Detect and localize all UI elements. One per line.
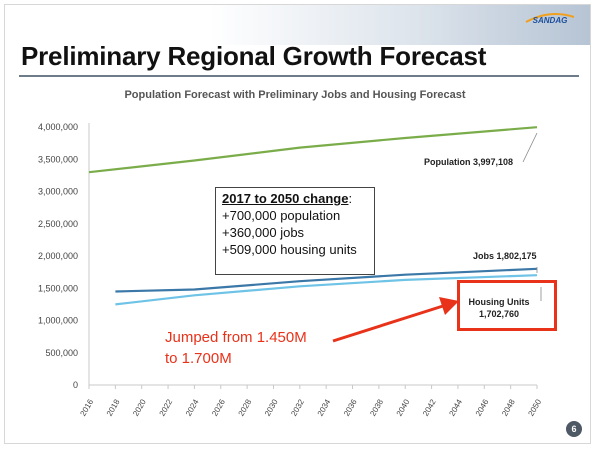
y-tick-label: 2,000,000 — [38, 251, 78, 261]
change-line-population: +700,000 population — [222, 208, 341, 223]
x-tick-label: 2018 — [105, 397, 122, 417]
series-end-value-jobs: 1,802,175 — [497, 251, 537, 261]
series-lines — [88, 126, 538, 306]
x-tick-label: 2046 — [474, 397, 491, 417]
x-tick-label: 2034 — [316, 397, 333, 417]
page-number-badge: 6 — [566, 421, 582, 437]
jump-annotation-line1: Jumped from 1.450M — [165, 329, 307, 346]
y-tick-label: 1,500,000 — [38, 283, 78, 293]
x-tick-label: 2036 — [342, 397, 359, 417]
label-leaders — [522, 132, 542, 301]
series-end-label-housing: Housing Units — [469, 297, 530, 307]
series-end-label-jobs: Jobs 1,802,175 — [473, 251, 537, 261]
y-tick-label: 3,500,000 — [38, 154, 78, 164]
series-line-housing-units — [115, 274, 538, 306]
series-end-value-housing: 1,702,760 — [479, 309, 519, 319]
x-tick-label: 2024 — [184, 397, 201, 417]
series-end-name-jobs: Jobs — [473, 251, 497, 261]
y-tick-label: 3,000,000 — [38, 187, 78, 197]
series-end-label-population: Population 3,997,108 — [424, 157, 513, 167]
y-tick-label: 1,000,000 — [38, 316, 78, 326]
x-tick-label: 2050 — [526, 397, 543, 417]
x-tick-label: 2030 — [263, 397, 280, 417]
series-line-population — [88, 126, 538, 174]
chart-title: Population Forecast with Preliminary Job… — [124, 89, 465, 101]
x-tick-label: 2044 — [447, 397, 464, 417]
jump-annotation: Jumped from 1.450M to 1.700M — [165, 327, 365, 369]
x-tick-label: 2042 — [421, 397, 438, 417]
series-end-name-population: Population — [424, 157, 473, 167]
x-tick-label: 2028 — [237, 397, 254, 417]
series-line-jobs — [115, 267, 538, 293]
x-tick-label: 2026 — [210, 397, 227, 417]
change-box-header: 2017 to 2050 change — [222, 191, 349, 206]
x-tick-label: 2022 — [158, 397, 175, 417]
jump-annotation-line2: to 1.700M — [165, 350, 232, 367]
x-tick-label: 2040 — [395, 397, 412, 417]
x-tick-label: 2038 — [368, 397, 385, 417]
y-tick-label: 500,000 — [45, 348, 78, 358]
x-tick-label: 2016 — [78, 397, 95, 417]
slide: SANDAG Preliminary Regional Growth Forec… — [4, 4, 591, 444]
header-banner: SANDAG — [5, 5, 590, 45]
change-line-housing: +509,000 housing units — [222, 242, 357, 257]
x-axis-ticks: 2016 2018 2020 2022 2024 2026 2028 2030 2032 2034… — [78, 385, 543, 418]
housing-highlight-box — [457, 280, 557, 331]
chart-axes — [88, 123, 537, 386]
y-tick-label: 2,500,000 — [38, 219, 78, 229]
series-end-labels: Population 3,997,108 Jobs 1,802,175 Housin… — [424, 157, 537, 319]
change-line-jobs: +360,000 jobs — [222, 225, 305, 240]
series-end-value-population: 3,997,108 — [473, 157, 513, 167]
title-divider — [19, 75, 579, 77]
slide-title: Preliminary Regional Growth Forecast — [21, 41, 487, 71]
leader-line-population — [522, 132, 538, 163]
y-tick-label: 4,000,000 — [38, 122, 78, 132]
x-tick-label: 2032 — [289, 397, 306, 417]
x-tick-label: 2020 — [131, 397, 148, 417]
change-summary-box: 2017 to 2050 change: +700,000 population… — [215, 187, 375, 275]
change-box-header-suffix: : — [348, 191, 353, 206]
sandag-logo: SANDAG — [525, 12, 575, 25]
line-chart: Population Forecast with Preliminary Job… — [38, 89, 544, 418]
x-tick-label: 2048 — [500, 397, 517, 417]
y-tick-label: 0 — [73, 380, 78, 390]
logo-text: SANDAG — [533, 16, 568, 25]
y-axis-ticks: 0 500,000 1,000,000 1,500,000 2,000,000 2,500… — [38, 122, 78, 390]
